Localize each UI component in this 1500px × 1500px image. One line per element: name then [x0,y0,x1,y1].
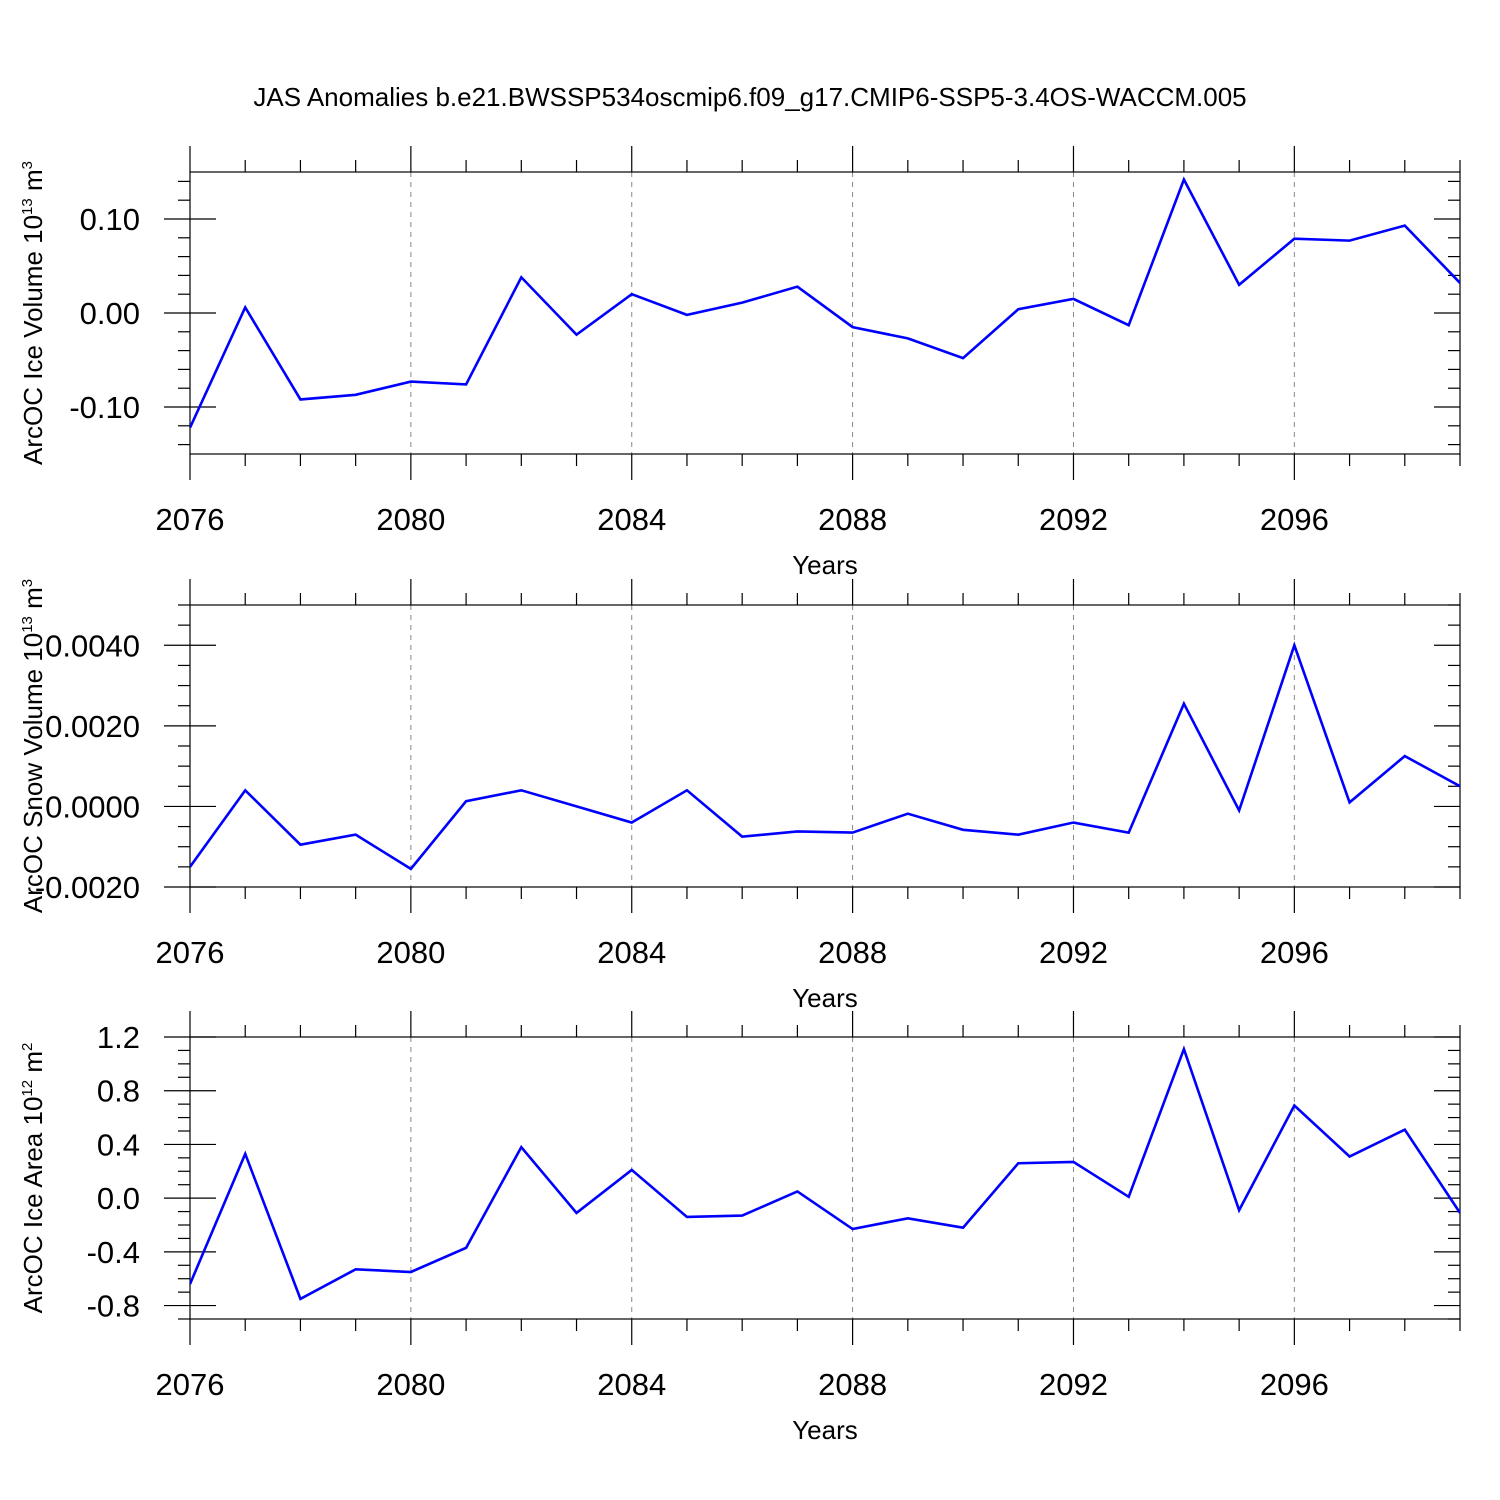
chart-0-x-axis-label: Years [792,550,858,580]
chart-2-y-tick-label: 0.4 [97,1127,140,1162]
chart-1-y-axis-label-unit: m [18,587,48,616]
chart-1-x-tick-label: 2088 [818,935,887,970]
chart-1-x-tick-label: 2092 [1039,935,1108,970]
chart-1-x-tick-label: 2096 [1260,935,1329,970]
chart-0-plot-frame [189,171,1461,455]
chart-0-y-tick-label: 0.00 [80,296,140,331]
chart-1-y-tick-label: -0.0020 [35,870,140,905]
chart-1-y-tick-label: 0.0020 [45,709,140,744]
chart-0-x-tick-label: 2096 [1260,502,1329,537]
chart-0-y-axis-label-base: ArcOC Ice Volume 10 [18,215,48,465]
chart-0-x-tick-label: 2088 [818,502,887,537]
chart-2-y-axis-label-unit-exp: 2 [19,1043,36,1051]
chart-2-y-axis-label-exp: 12 [19,1080,36,1097]
chart-1-x-tick-label: 2080 [376,935,445,970]
chart-0-y-tick-label: -0.10 [69,390,140,425]
chart-0-y-axis-label-unit-exp: 3 [19,161,36,169]
chart-1-y-axis-label: ArcOC Snow Volume 1013 m3 [18,579,48,913]
chart-0-x-tick-label: 2084 [597,502,666,537]
chart-0-y-axis-label-exp: 13 [19,198,36,215]
chart-0-y-axis-label: ArcOC Ice Volume 1013 m3 [18,161,48,465]
chart-2-x-axis-label: Years [792,1415,858,1445]
chart-1-plot-frame [189,604,1461,888]
chart-2-y-tick-label: 0.0 [97,1181,140,1216]
chart-2-y-tick-label: 1.2 [97,1020,140,1055]
chart-0-series-line-0 [190,176,1460,429]
chart-1-y-axis-label-unit-exp: 3 [19,579,36,587]
chart-0-x-tick-label: 2080 [376,502,445,537]
chart-2-y-tick-label: -0.8 [87,1289,140,1324]
chart-0-y-tick-label: 0.10 [80,202,140,237]
chart-1-x-axis-label: Years [792,983,858,1013]
chart-2-y-tick-label: 0.8 [97,1074,140,1109]
chart-2-x-tick-label: 2092 [1039,1367,1108,1402]
chart-1-y-axis-label-exp: 13 [19,616,36,633]
chart-2-plot-frame [189,1036,1461,1320]
chart-2-x-tick-label: 2096 [1260,1367,1329,1402]
panel-snow-volume: 2076 2080 2084 2088 2092 2096 Years -0.0020 0.00… [18,579,1461,1013]
chart-1-y-axis-label-base: ArcOC Snow Volume 10 [18,633,48,913]
chart-2-y-axis-label: ArcOC Ice Area 1012 m2 [18,1043,48,1314]
chart-2-series-line-0 [190,1045,1460,1301]
chart-2-y-axis-label-base: ArcOC Ice Area 10 [18,1097,48,1314]
chart-2-x-tick-label: 2088 [818,1367,887,1402]
chart-2-y-tick-label: -0.4 [87,1235,140,1270]
chart-title: JAS Anomalies b.e21.BWSSP534oscmip6.f09_… [253,82,1246,112]
chart-0-x-tick-label: 2092 [1039,502,1108,537]
chart-0-x-tick-label: 2076 [156,502,225,537]
chart-1-y-tick-label: 0.0040 [45,628,140,663]
chart-2-x-tick-label: 2084 [597,1367,666,1402]
panel-ice-area: 2076 2080 2084 2088 2092 2096 Years -0.8 -0.4 0.0… [18,1011,1461,1445]
chart-1-x-tick-label: 2076 [156,935,225,970]
chart-1-y-tick-label: 0.0000 [45,789,140,824]
chart-0-y-axis-label-unit: m [18,169,48,198]
panel-ice-volume: 2076 2080 2084 2088 2092 2096 Years -0.10 0.00 0.… [18,146,1461,580]
chart-2-y-axis-label-unit: m [18,1051,48,1080]
chart-1-series-line-0 [190,641,1460,871]
chart-2-x-tick-label: 2076 [156,1367,225,1402]
chart-2-x-tick-label: 2080 [376,1367,445,1402]
chart-1-x-tick-label: 2084 [597,935,666,970]
